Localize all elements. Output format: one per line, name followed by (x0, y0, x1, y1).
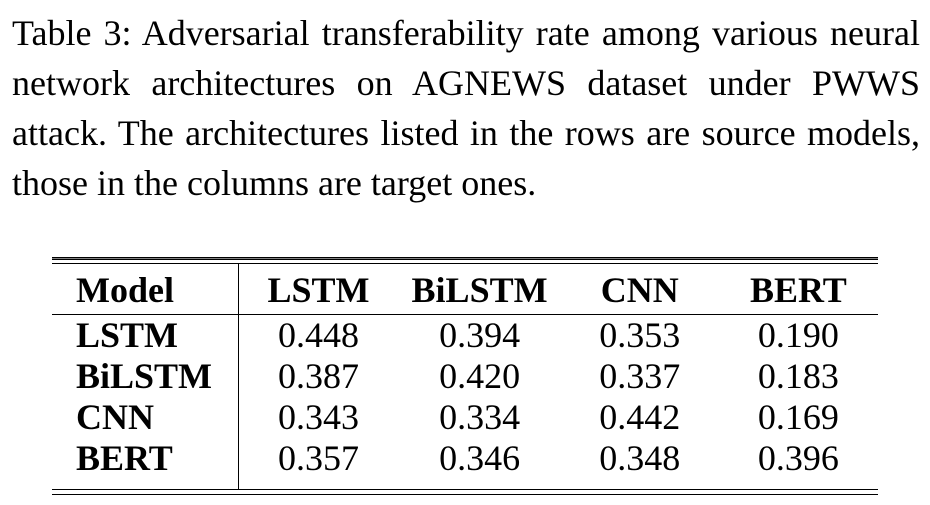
header-cell-lstm: LSTM (238, 263, 399, 315)
bottom-double-rule-lower (52, 494, 878, 495)
table-cell: 0.357 (277, 438, 359, 478)
table-cell: 0.387 (277, 356, 359, 396)
table-cell: 0.169 (757, 397, 839, 437)
table-cell: 0.420 (439, 356, 521, 396)
bottom-double-rule-upper (52, 489, 878, 490)
table-cell: 0.348 (599, 438, 681, 478)
header-cell-cnn: CNN (560, 263, 719, 315)
table-cell: 0.334 (439, 397, 521, 437)
table-cell: 0.442 (599, 397, 681, 437)
table-row: LSTM 0.448 0.394 0.353 0.190 (52, 314, 878, 356)
table-cell: 0.346 (439, 438, 521, 478)
transferability-table-container: Model LSTM BiLSTM CNN BERT LSTM 0.448 0.… (52, 257, 878, 495)
table-cell: 0.337 (599, 356, 681, 396)
header-cell-bert: BERT (718, 263, 878, 315)
table-cell: 0.183 (757, 356, 839, 396)
transferability-table: Model LSTM BiLSTM CNN BERT LSTM 0.448 0.… (52, 263, 878, 489)
table-cell: 0.190 (757, 315, 839, 355)
table-cell: 0.396 (757, 438, 839, 478)
table-cell: 0.394 (439, 315, 521, 355)
header-cell-model: Model (52, 263, 239, 315)
table-cell: 0.353 (599, 315, 681, 355)
row-label-bilstm: BiLSTM (52, 356, 239, 397)
table-row: CNN 0.343 0.334 0.442 0.169 (52, 397, 878, 438)
header-cell-bilstm: BiLSTM (398, 263, 561, 315)
top-double-rule (52, 257, 878, 258)
table-row: BiLSTM 0.387 0.420 0.337 0.183 (52, 356, 878, 397)
table-row: BERT 0.357 0.346 0.348 0.396 (52, 438, 878, 489)
row-label-bert: BERT (52, 438, 239, 489)
table-cell: 0.343 (277, 397, 359, 437)
table-cell: 0.448 (277, 315, 359, 355)
row-label-lstm: LSTM (52, 314, 239, 356)
row-label-cnn: CNN (52, 397, 239, 438)
table-header-row: Model LSTM BiLSTM CNN BERT (52, 263, 878, 315)
table-caption: Table 3: Adversarial transferability rat… (12, 13, 920, 203)
